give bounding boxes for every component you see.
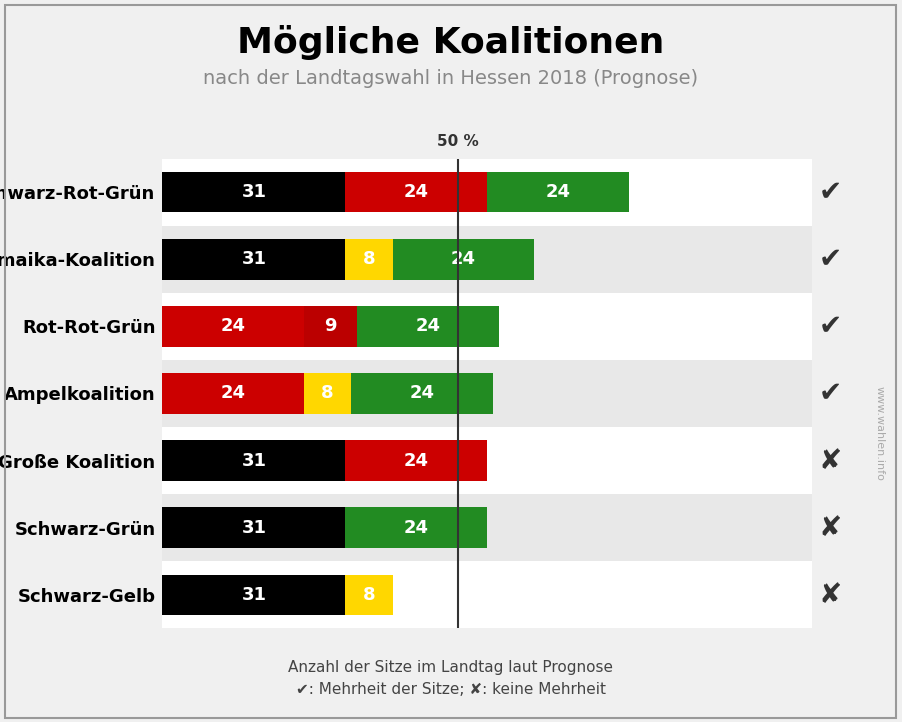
Text: 24: 24 [221, 385, 245, 402]
Bar [162, 173, 345, 212]
Text: 24: 24 [221, 318, 245, 336]
Text: ✘: ✘ [818, 513, 842, 542]
Bar [487, 173, 629, 212]
Text: 8: 8 [363, 251, 375, 269]
Bar [162, 226, 812, 293]
Bar [345, 173, 487, 212]
Text: Mögliche Koalitionen: Mögliche Koalitionen [237, 25, 665, 60]
Text: 24: 24 [404, 451, 428, 469]
Text: 24: 24 [451, 251, 476, 269]
Text: 31: 31 [242, 251, 266, 269]
Bar [162, 293, 812, 360]
Text: 24: 24 [404, 183, 428, 201]
Bar [162, 575, 345, 614]
Text: 9: 9 [325, 318, 336, 336]
Text: 8: 8 [363, 586, 375, 604]
Bar [162, 159, 812, 226]
Bar [392, 239, 534, 279]
Text: ✔: ✔ [818, 178, 842, 206]
Bar [162, 360, 812, 427]
Bar [304, 373, 351, 414]
Bar [304, 306, 357, 347]
Bar [162, 440, 345, 481]
Bar [162, 561, 812, 628]
Text: 50 %: 50 % [437, 134, 478, 149]
Text: ✘: ✘ [818, 446, 842, 474]
Text: 24: 24 [410, 385, 435, 402]
Bar [162, 373, 304, 414]
Text: 24: 24 [416, 318, 440, 336]
Bar [345, 440, 487, 481]
Text: nach der Landtagswahl in Hessen 2018 (Prognose): nach der Landtagswahl in Hessen 2018 (Pr… [204, 69, 698, 87]
Text: ✔: Mehrheit der Sitze; ✘: keine Mehrheit: ✔: Mehrheit der Sitze; ✘: keine Mehrheit [296, 682, 606, 697]
Text: 24: 24 [404, 518, 428, 536]
Bar [162, 508, 345, 548]
Text: www.wahlen.info: www.wahlen.info [874, 386, 885, 481]
Bar [162, 306, 304, 347]
Text: 24: 24 [546, 183, 570, 201]
Bar [357, 306, 499, 347]
Bar [345, 239, 392, 279]
Bar [345, 575, 392, 614]
Text: ✔: ✔ [818, 245, 842, 274]
Text: ✘: ✘ [818, 580, 842, 609]
Text: 31: 31 [242, 518, 266, 536]
Text: 31: 31 [242, 451, 266, 469]
Text: 8: 8 [321, 385, 334, 402]
Bar [351, 373, 493, 414]
Text: 31: 31 [242, 586, 266, 604]
Text: 31: 31 [242, 183, 266, 201]
Bar [345, 508, 487, 548]
Text: Anzahl der Sitze im Landtag laut Prognose: Anzahl der Sitze im Landtag laut Prognos… [289, 661, 613, 675]
Text: ✔: ✔ [818, 313, 842, 341]
Bar [162, 494, 812, 561]
Bar [162, 427, 812, 494]
Bar [162, 239, 345, 279]
Text: ✔: ✔ [818, 380, 842, 407]
